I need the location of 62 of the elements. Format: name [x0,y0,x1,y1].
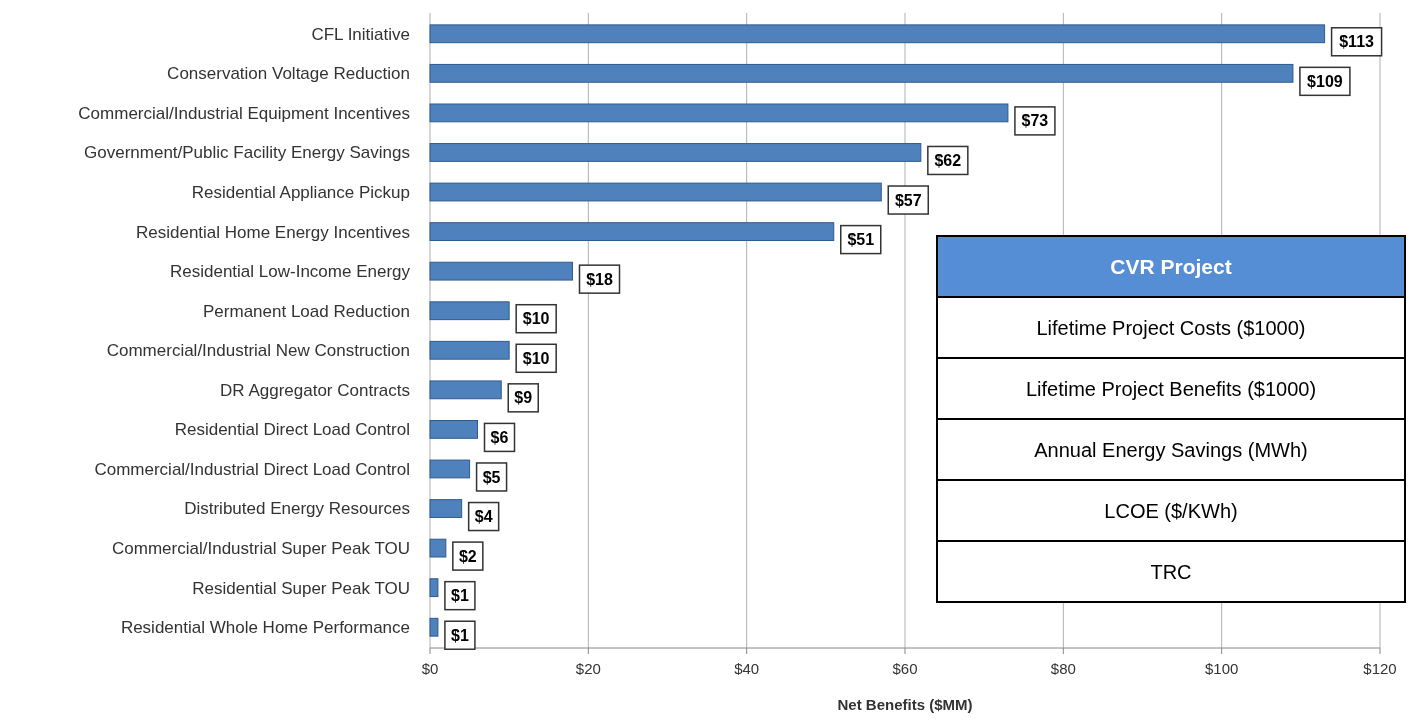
bar [429,617,439,637]
bar [429,499,463,518]
annotation: CVR Project [1110,254,1232,278]
y-tick-label: Government/Public Facility Energy Savings [84,143,410,163]
annotation: Annual Energy Savings (MWh) [1034,438,1308,461]
data-label: $4 [474,508,493,526]
data-label: $57 [894,191,922,209]
bar [429,459,471,479]
annotation: TRC [1150,560,1192,583]
y-tick-label: Residential Whole Home Performance [120,618,410,638]
y-tick-label: Distributed Energy Resources [184,499,410,519]
data-label: $10 [522,349,550,367]
y-tick-label: Commercial/Industrial Equipment Incentives [78,103,410,123]
y-tick-label: DR Aggregator Contracts [220,380,410,400]
y-tick-label: Permanent Load Reduction [203,301,410,321]
bar [429,578,439,598]
bar [429,380,502,400]
x-tick-label: $80 [1050,660,1076,677]
data-label: $62 [934,152,962,170]
data-label: $109 [1307,72,1343,90]
data-label: $51 [847,231,875,249]
x-axis-title: Net Benefits ($MM) [837,696,973,713]
bar [429,103,1009,123]
data-label: $5 [482,468,501,486]
bar [429,261,573,281]
y-tick-label: Residential Low-Income Energy [169,262,411,282]
x-tick-label: $20 [575,660,601,677]
x-tick-label: $120 [1363,660,1397,677]
y-tick-label: Commercial/Industrial Direct Load Control [94,459,410,479]
y-tick-label: CFL Initiative [311,24,410,44]
y-tick-label: Commercial/Industrial New Construction [106,341,410,361]
data-label: $6 [490,429,509,447]
bar [429,222,835,241]
data-label: $73 [1021,112,1049,130]
y-tick-label: Commercial/Industrial Super Peak TOU [112,539,410,559]
y-tick-label: Residential Home Energy Incentives [135,222,410,242]
y-tick-label: Residential Appliance Pickup [191,182,410,202]
x-tick-label: $100 [1204,660,1239,677]
data-label: $9 [514,389,533,407]
y-tick-label: Conservation Voltage Reduction [167,64,410,84]
bar [429,420,478,439]
bar [429,538,447,558]
x-tick-label: $40 [734,660,760,677]
bar [429,340,510,360]
data-label: $18 [586,270,613,288]
bar [429,182,882,202]
x-tick-label: $0 [421,660,439,677]
bar [429,63,1294,83]
bar [429,24,1326,44]
y-tick-label: Residential Direct Load Control [174,420,410,440]
annotation: LCOE ($/KWh) [1104,499,1238,522]
bar [429,143,922,162]
data-label: $113 [1339,33,1375,51]
x-tick-label: $60 [892,660,918,677]
data-label: $1 [451,626,469,644]
data-label: $1 [451,587,469,605]
y-tick-label: Residential Super Peak TOU [192,578,410,598]
data-label: $2 [458,547,477,565]
bar [429,301,510,321]
data-label: $10 [522,310,550,328]
annotation: Lifetime Project Benefits ($1000) [1025,377,1317,400]
annotation: Lifetime Project Costs ($1000) [1036,316,1306,339]
